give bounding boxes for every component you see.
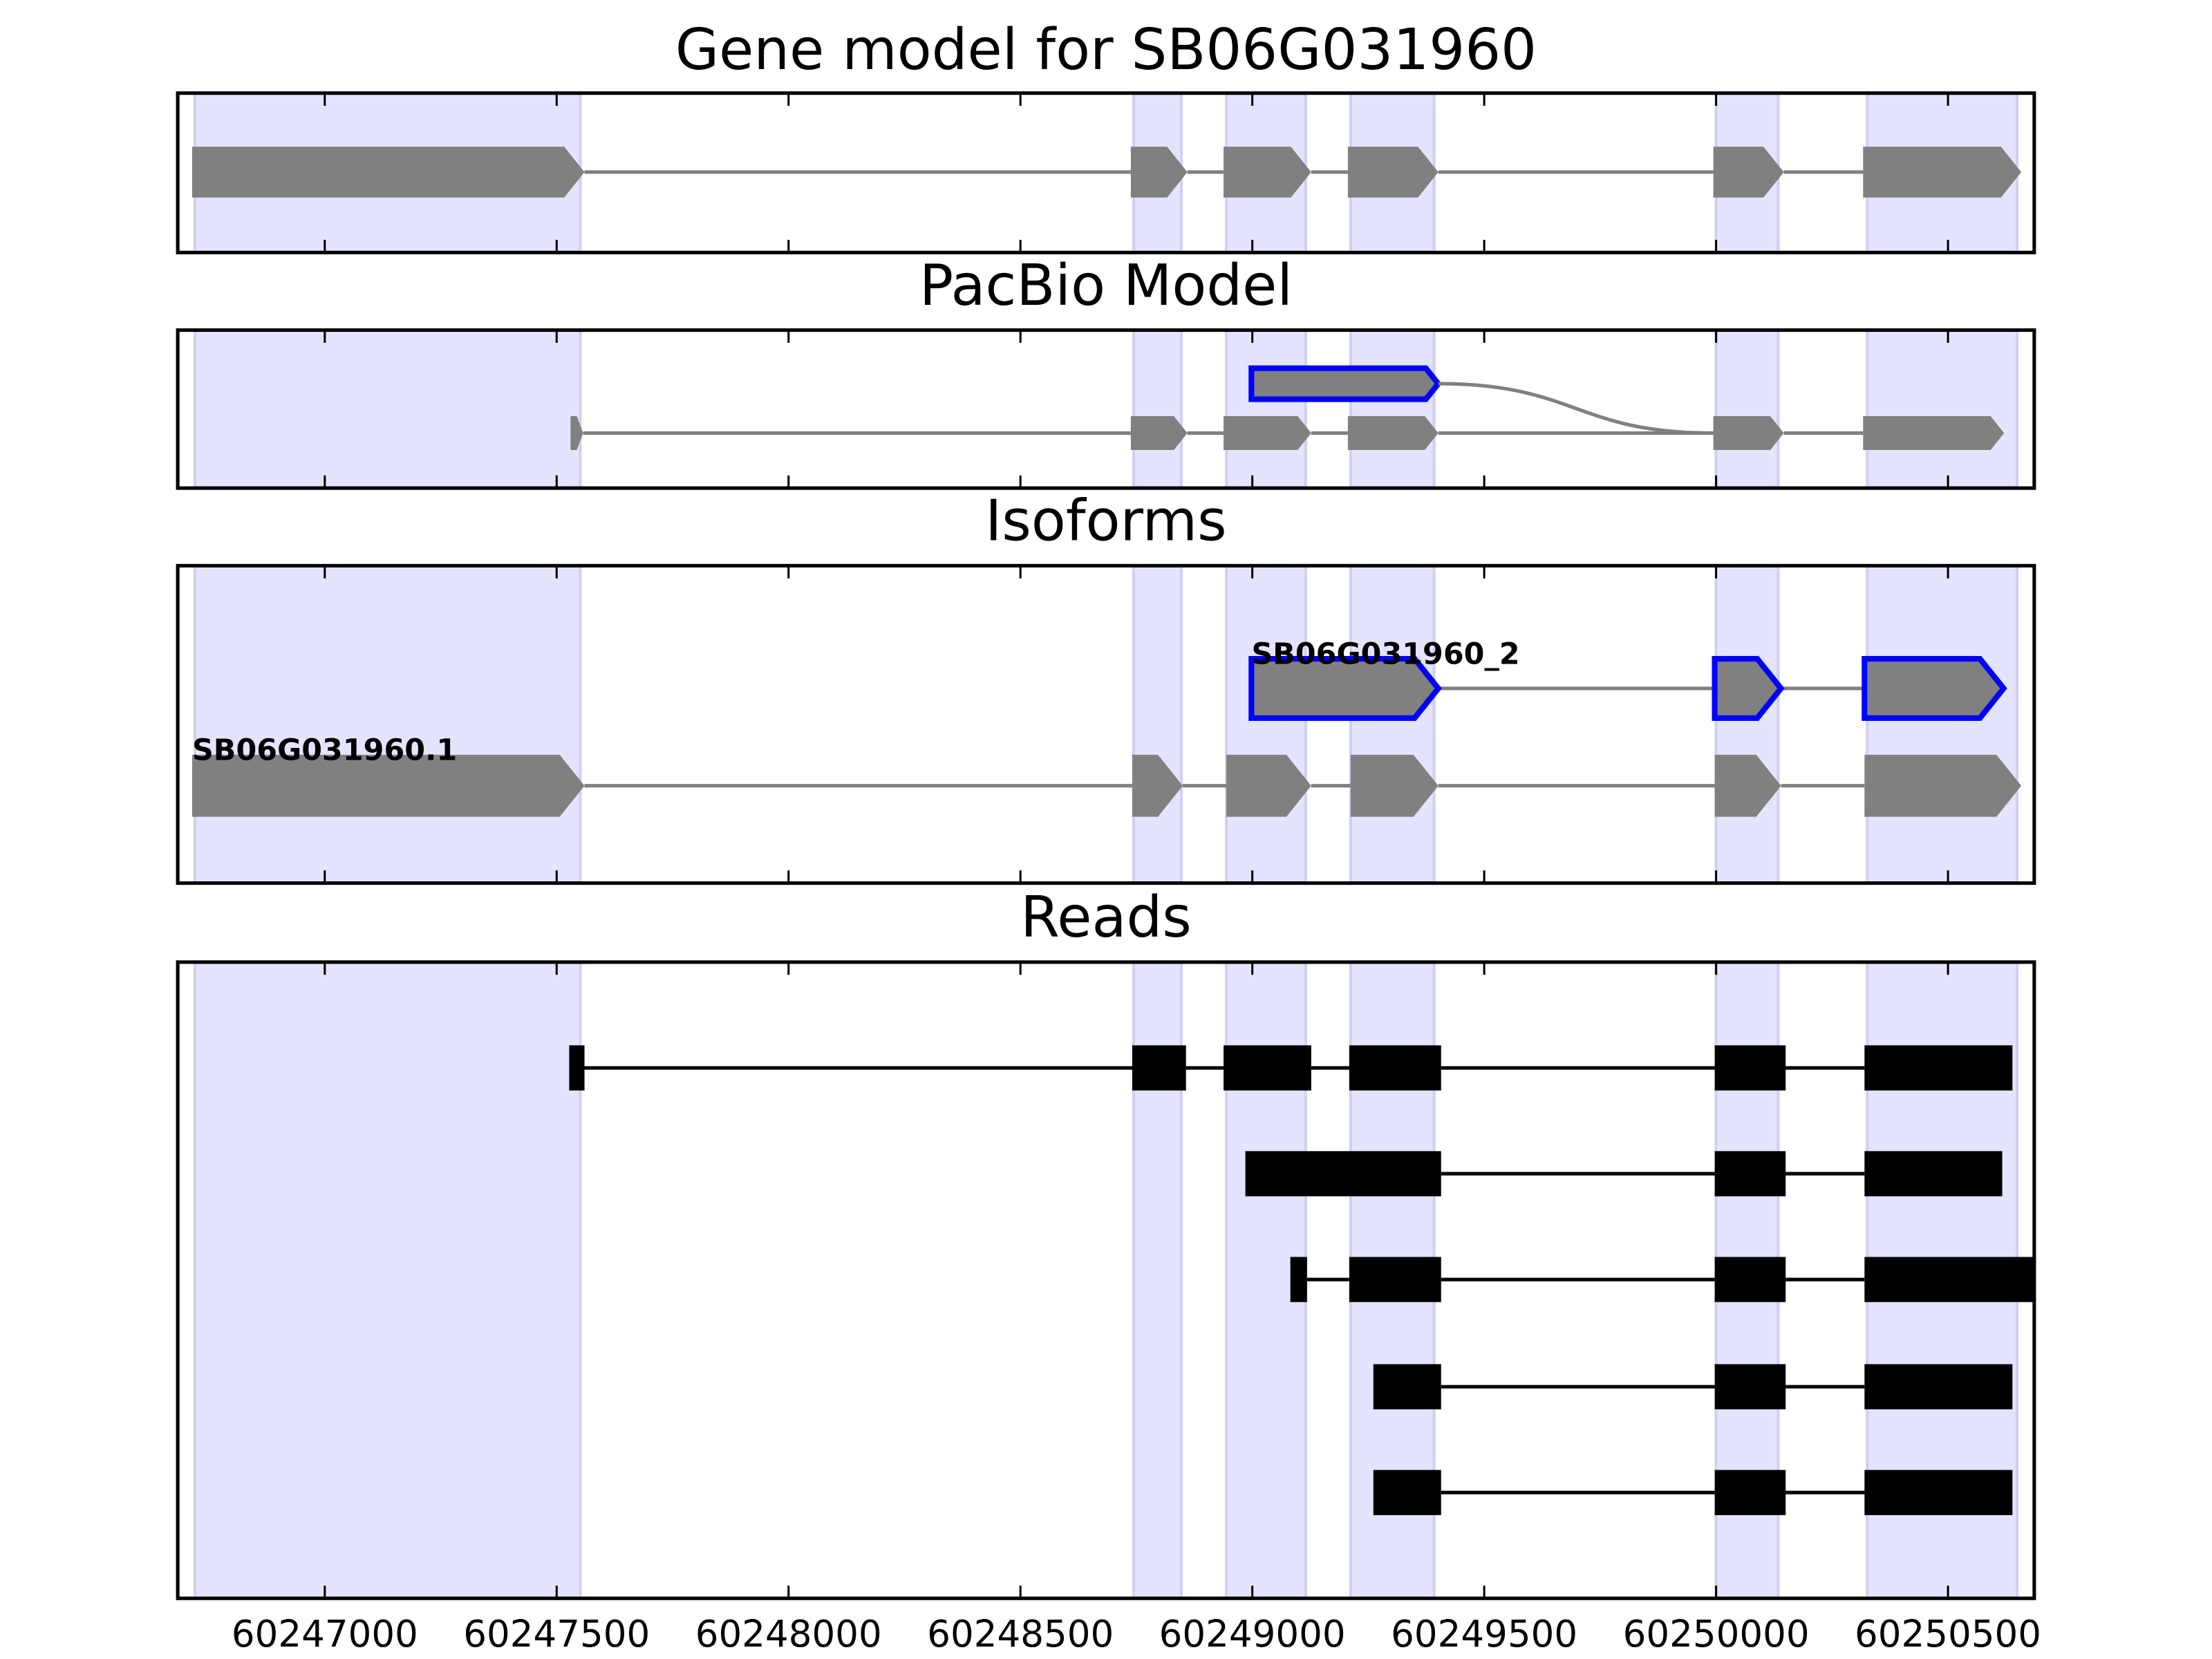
exon xyxy=(191,147,585,198)
highlight xyxy=(193,960,582,1600)
exon xyxy=(1130,147,1188,198)
exon xyxy=(1132,1045,1186,1091)
exon xyxy=(569,1045,585,1091)
exon xyxy=(1714,754,1781,817)
panel-frame xyxy=(176,563,2036,885)
x-tick-label: 60250500 xyxy=(1855,1613,2041,1656)
x-tick-label: 60248500 xyxy=(927,1613,1114,1656)
exon xyxy=(1130,416,1188,451)
exon xyxy=(1863,147,2022,198)
exon xyxy=(1347,416,1438,451)
exon xyxy=(1712,655,1785,721)
exon xyxy=(1248,655,1442,721)
exon xyxy=(1224,147,1311,198)
highlight xyxy=(193,328,582,490)
highlight xyxy=(1349,564,1436,885)
highlight xyxy=(1225,564,1307,885)
x-tick-label: 60247500 xyxy=(463,1613,650,1656)
exon xyxy=(1714,1257,1786,1302)
highlight xyxy=(1714,564,1780,885)
exon xyxy=(1350,754,1438,817)
exon xyxy=(1347,147,1438,198)
exon xyxy=(1373,1364,1441,1409)
exon xyxy=(1714,1364,1786,1409)
highlight xyxy=(1132,328,1183,490)
x-tick-label: 60250000 xyxy=(1623,1613,1810,1656)
highlight xyxy=(1132,564,1183,885)
exon xyxy=(1862,655,2007,721)
panel-title: Isoforms xyxy=(985,489,1226,554)
exon xyxy=(1864,1364,2013,1409)
exon xyxy=(191,754,585,817)
isoform-label: SB06G031960.1 xyxy=(192,733,457,767)
exon xyxy=(1224,1045,1311,1091)
connector xyxy=(1438,382,1714,435)
exon xyxy=(1714,1045,1786,1091)
panel-title: PacBio Model xyxy=(919,253,1293,319)
exon xyxy=(1373,1470,1441,1515)
exon xyxy=(1248,365,1442,402)
exon xyxy=(1864,1045,2013,1091)
exon xyxy=(1226,754,1311,817)
x-tick-label: 60248000 xyxy=(695,1613,882,1656)
panel-frame xyxy=(176,960,2036,1600)
panel-title: Reads xyxy=(1020,885,1192,950)
exon xyxy=(1713,147,1784,198)
exon xyxy=(1224,416,1311,451)
exon xyxy=(1864,1151,2003,1197)
exon xyxy=(1864,754,2022,817)
exon xyxy=(1864,1470,2013,1515)
exon xyxy=(1864,1257,2034,1302)
highlight xyxy=(1866,564,2019,885)
highlight xyxy=(193,564,582,885)
highlight xyxy=(1349,328,1436,490)
exon xyxy=(1713,416,1784,451)
highlight xyxy=(1866,328,2019,490)
exon xyxy=(1349,1257,1441,1302)
panel-frame xyxy=(176,328,2036,490)
panel-frame xyxy=(176,91,2036,254)
exon xyxy=(1290,1257,1307,1302)
highlight xyxy=(1225,328,1307,490)
isoform-label: SB06G031960_2 xyxy=(1251,637,1519,671)
panel-title: Gene model for SB06G031960 xyxy=(675,17,1537,83)
x-tick-label: 60249000 xyxy=(1159,1613,1346,1656)
exon xyxy=(1714,1151,1786,1197)
exon xyxy=(570,416,583,451)
exon xyxy=(1245,1151,1441,1197)
exon xyxy=(1863,416,2005,451)
x-tick-label: 60247000 xyxy=(232,1613,418,1656)
highlight xyxy=(1714,328,1780,490)
exon xyxy=(1714,1470,1786,1515)
x-tick-label: 60249500 xyxy=(1391,1613,1577,1656)
exon xyxy=(1132,754,1183,817)
exon xyxy=(1349,1045,1441,1091)
